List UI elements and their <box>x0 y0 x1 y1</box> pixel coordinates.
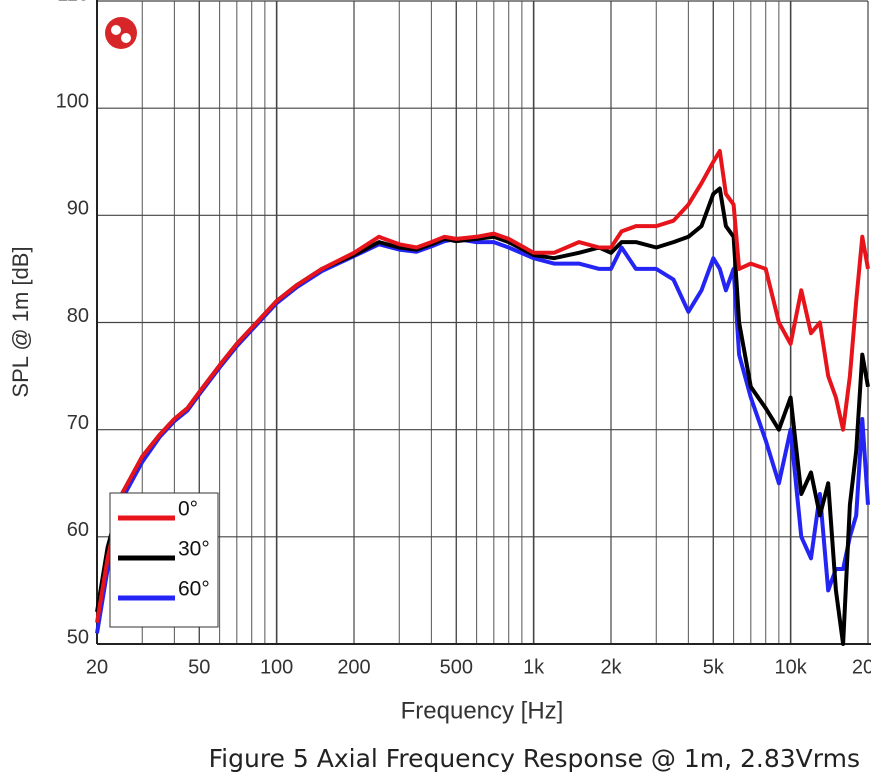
y-axis-label: SPL @ 1m [dB] <box>8 246 33 397</box>
legend-label: 30° <box>178 538 210 561</box>
x-axis-label: Frequency [Hz] <box>401 697 564 724</box>
y-tick-label: 70 <box>67 412 89 434</box>
x-tick-label: 2k <box>600 656 622 678</box>
x-tick-label: 20k <box>852 656 871 678</box>
series-line <box>95 149 870 623</box>
y-tick-label: 80 <box>67 305 89 327</box>
caption: Figure 5 Axial Frequency Response @ 1m, … <box>209 744 860 773</box>
x-tick-label: 50 <box>188 656 210 678</box>
x-tick-label: 200 <box>337 656 370 678</box>
y-tick-label: 90 <box>67 198 89 220</box>
legend: 0° 30° 60° <box>109 492 219 628</box>
y-tick-label: 100 <box>56 90 89 112</box>
y-tick-label: 110 <box>57 0 89 5</box>
x-tick-label: 1k <box>523 656 545 678</box>
legend-label: 0° <box>178 498 198 521</box>
legend-label: 60° <box>178 578 210 601</box>
x-tick-label: 20 <box>86 656 108 678</box>
x-tick-label: 5k <box>703 656 725 678</box>
y-tick-label: 60 <box>67 519 89 541</box>
logo <box>105 17 137 49</box>
y-tick-label: 50 <box>67 626 89 648</box>
x-tick-label: 100 <box>260 656 293 678</box>
x-tick-label: 10k <box>775 656 808 678</box>
x-tick-label: 500 <box>440 656 473 678</box>
